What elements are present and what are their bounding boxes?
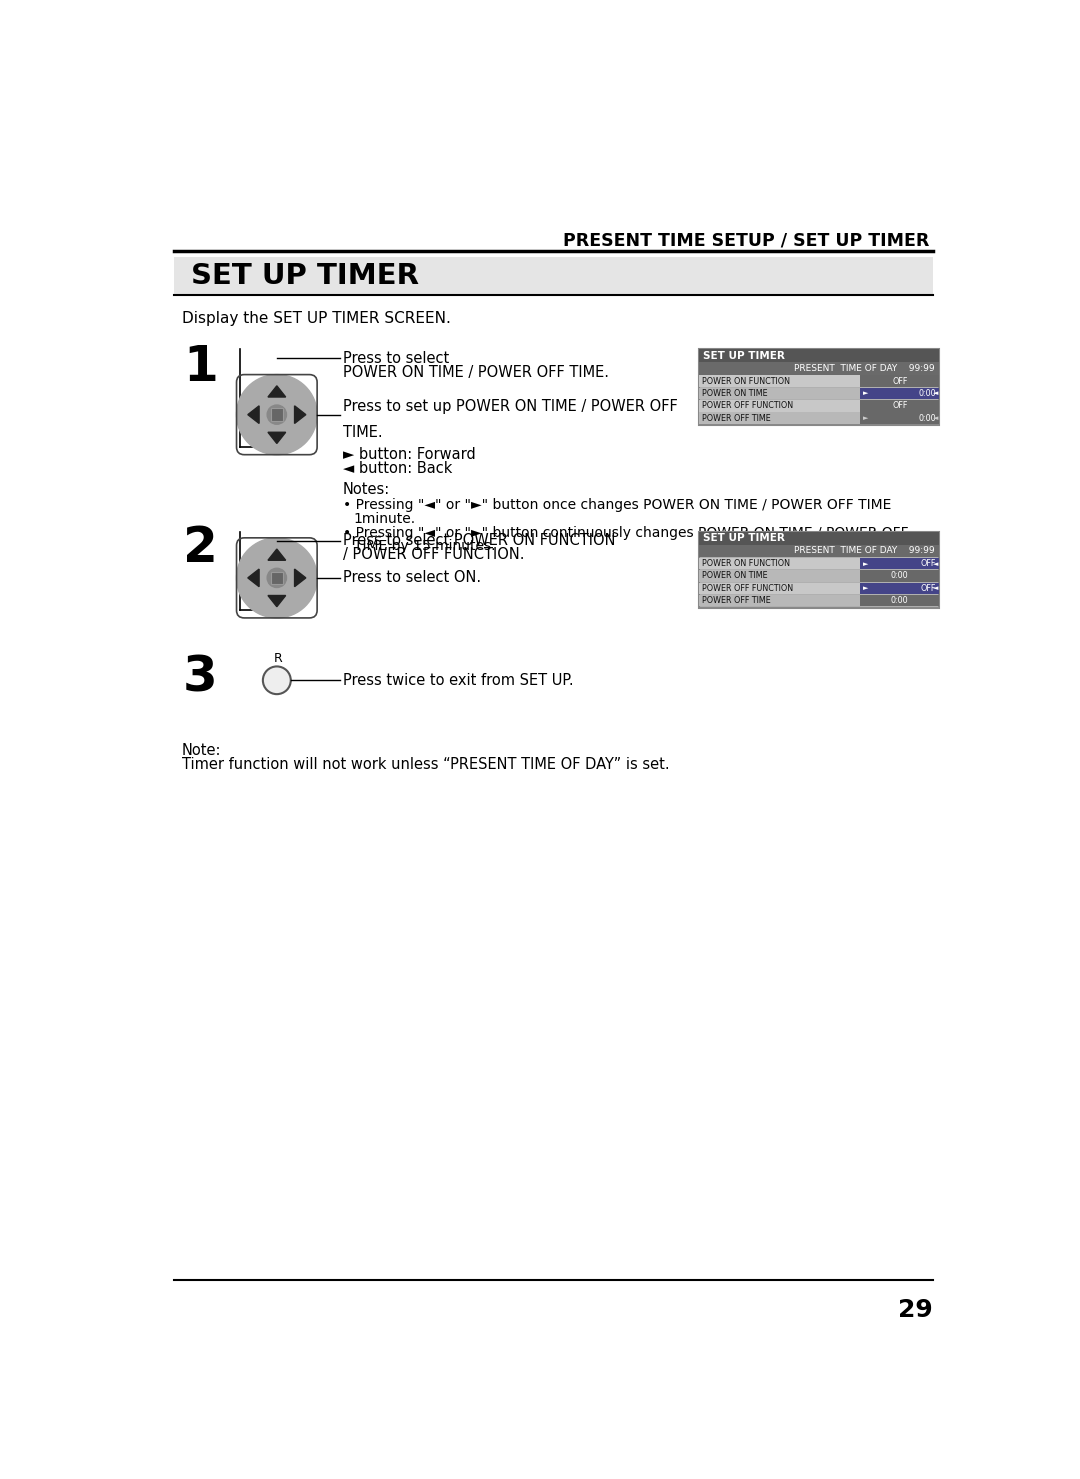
Text: ◄ button: Back: ◄ button: Back	[342, 461, 453, 476]
Text: Press to select: Press to select	[342, 351, 449, 365]
FancyBboxPatch shape	[699, 544, 940, 558]
Text: 0:00: 0:00	[891, 571, 908, 580]
Text: POWER OFF FUNCTION: POWER OFF FUNCTION	[702, 584, 794, 593]
Polygon shape	[295, 569, 306, 587]
FancyBboxPatch shape	[860, 387, 940, 399]
FancyBboxPatch shape	[699, 558, 940, 569]
Text: POWER OFF TIME: POWER OFF TIME	[702, 414, 771, 423]
FancyBboxPatch shape	[860, 571, 940, 581]
Text: ►: ►	[863, 586, 868, 592]
FancyBboxPatch shape	[699, 376, 940, 387]
FancyBboxPatch shape	[699, 413, 940, 424]
FancyBboxPatch shape	[699, 349, 940, 362]
FancyBboxPatch shape	[270, 572, 283, 584]
Polygon shape	[295, 405, 306, 423]
Text: SET UP TIMER: SET UP TIMER	[703, 351, 785, 361]
Text: ◄: ◄	[933, 561, 939, 566]
FancyBboxPatch shape	[699, 349, 940, 426]
FancyBboxPatch shape	[238, 571, 315, 586]
Text: PRESENT  TIME OF DAY    99:99: PRESENT TIME OF DAY 99:99	[794, 364, 935, 373]
FancyBboxPatch shape	[699, 531, 940, 608]
Text: ►: ►	[863, 561, 868, 566]
FancyBboxPatch shape	[860, 595, 940, 606]
Text: Press to select POWER ON FUNCTION: Press to select POWER ON FUNCTION	[342, 534, 616, 549]
Text: Timer function will not work unless “PRESENT TIME OF DAY” is set.: Timer function will not work unless “PRE…	[181, 757, 670, 772]
Text: 1minute.: 1minute.	[353, 512, 416, 525]
Text: SET UP TIMER: SET UP TIMER	[703, 534, 785, 543]
Text: TIME.: TIME.	[342, 426, 382, 441]
Polygon shape	[268, 432, 286, 444]
Text: POWER OFF FUNCTION: POWER OFF FUNCTION	[702, 401, 794, 410]
Circle shape	[262, 667, 291, 694]
Text: ► button: Forward: ► button: Forward	[342, 447, 475, 461]
FancyBboxPatch shape	[699, 387, 940, 399]
FancyBboxPatch shape	[699, 399, 940, 411]
Text: POWER ON TIME: POWER ON TIME	[702, 571, 768, 580]
Text: 2: 2	[183, 524, 218, 572]
Circle shape	[237, 538, 318, 618]
FancyBboxPatch shape	[860, 376, 940, 387]
Text: TIME by 15 minutes.: TIME by 15 minutes.	[353, 540, 495, 553]
Text: ►: ►	[863, 390, 868, 396]
FancyBboxPatch shape	[699, 595, 940, 606]
FancyBboxPatch shape	[699, 531, 940, 544]
FancyBboxPatch shape	[174, 257, 933, 296]
Text: OFF: OFF	[892, 401, 907, 410]
FancyBboxPatch shape	[699, 571, 940, 581]
Text: Press to set up POWER ON TIME / POWER OFF: Press to set up POWER ON TIME / POWER OF…	[342, 399, 677, 414]
Text: 0:00: 0:00	[891, 596, 908, 605]
Text: OFF: OFF	[921, 584, 936, 593]
FancyBboxPatch shape	[699, 362, 940, 374]
Text: POWER ON FUNCTION: POWER ON FUNCTION	[702, 559, 791, 568]
Circle shape	[267, 568, 286, 587]
Text: Press to select ON.: Press to select ON.	[342, 571, 481, 586]
Text: PRESENT  TIME OF DAY    99:99: PRESENT TIME OF DAY 99:99	[794, 546, 935, 556]
Text: ◄: ◄	[933, 416, 939, 422]
Text: SET UP TIMER: SET UP TIMER	[191, 262, 419, 290]
Text: 1: 1	[183, 343, 218, 390]
Text: Notes:: Notes:	[342, 482, 390, 497]
Text: OFF: OFF	[892, 377, 907, 386]
FancyBboxPatch shape	[269, 540, 284, 617]
Polygon shape	[247, 569, 259, 587]
FancyBboxPatch shape	[860, 583, 940, 595]
Text: 29: 29	[899, 1299, 933, 1322]
Text: Press twice to exit from SET UP.: Press twice to exit from SET UP.	[342, 673, 573, 688]
FancyBboxPatch shape	[238, 407, 315, 422]
Text: 0:00: 0:00	[919, 414, 936, 423]
Polygon shape	[268, 386, 286, 396]
Text: POWER ON TIME / POWER OFF TIME.: POWER ON TIME / POWER OFF TIME.	[342, 365, 609, 380]
Polygon shape	[268, 596, 286, 606]
Circle shape	[237, 374, 318, 454]
FancyBboxPatch shape	[860, 399, 940, 411]
Polygon shape	[247, 405, 259, 423]
Text: Note:: Note:	[181, 744, 221, 759]
Text: POWER ON TIME: POWER ON TIME	[702, 389, 768, 398]
FancyBboxPatch shape	[860, 413, 940, 424]
Text: / POWER OFF FUNCTION.: / POWER OFF FUNCTION.	[342, 547, 524, 562]
Text: 3: 3	[183, 654, 218, 701]
Text: • Pressing "◄" or "►" button continuously changes POWER ON TIME / POWER OFF: • Pressing "◄" or "►" button continuousl…	[342, 525, 908, 540]
Polygon shape	[268, 549, 286, 561]
Text: POWER ON FUNCTION: POWER ON FUNCTION	[702, 377, 791, 386]
Text: R: R	[274, 652, 283, 666]
FancyBboxPatch shape	[270, 408, 283, 422]
Text: OFF: OFF	[921, 559, 936, 568]
FancyBboxPatch shape	[269, 376, 284, 453]
Text: ◄: ◄	[933, 390, 939, 396]
Circle shape	[267, 405, 286, 424]
Text: Display the SET UP TIMER SCREEN.: Display the SET UP TIMER SCREEN.	[181, 311, 450, 325]
FancyBboxPatch shape	[699, 583, 940, 595]
FancyBboxPatch shape	[860, 558, 940, 569]
Text: 0:00: 0:00	[919, 389, 936, 398]
Text: ◄: ◄	[933, 586, 939, 592]
Text: PRESENT TIME SETUP / SET UP TIMER: PRESENT TIME SETUP / SET UP TIMER	[563, 232, 930, 250]
Text: POWER OFF TIME: POWER OFF TIME	[702, 596, 771, 605]
Text: ►: ►	[863, 416, 868, 422]
Text: • Pressing "◄" or "►" button once changes POWER ON TIME / POWER OFF TIME: • Pressing "◄" or "►" button once change…	[342, 498, 891, 512]
